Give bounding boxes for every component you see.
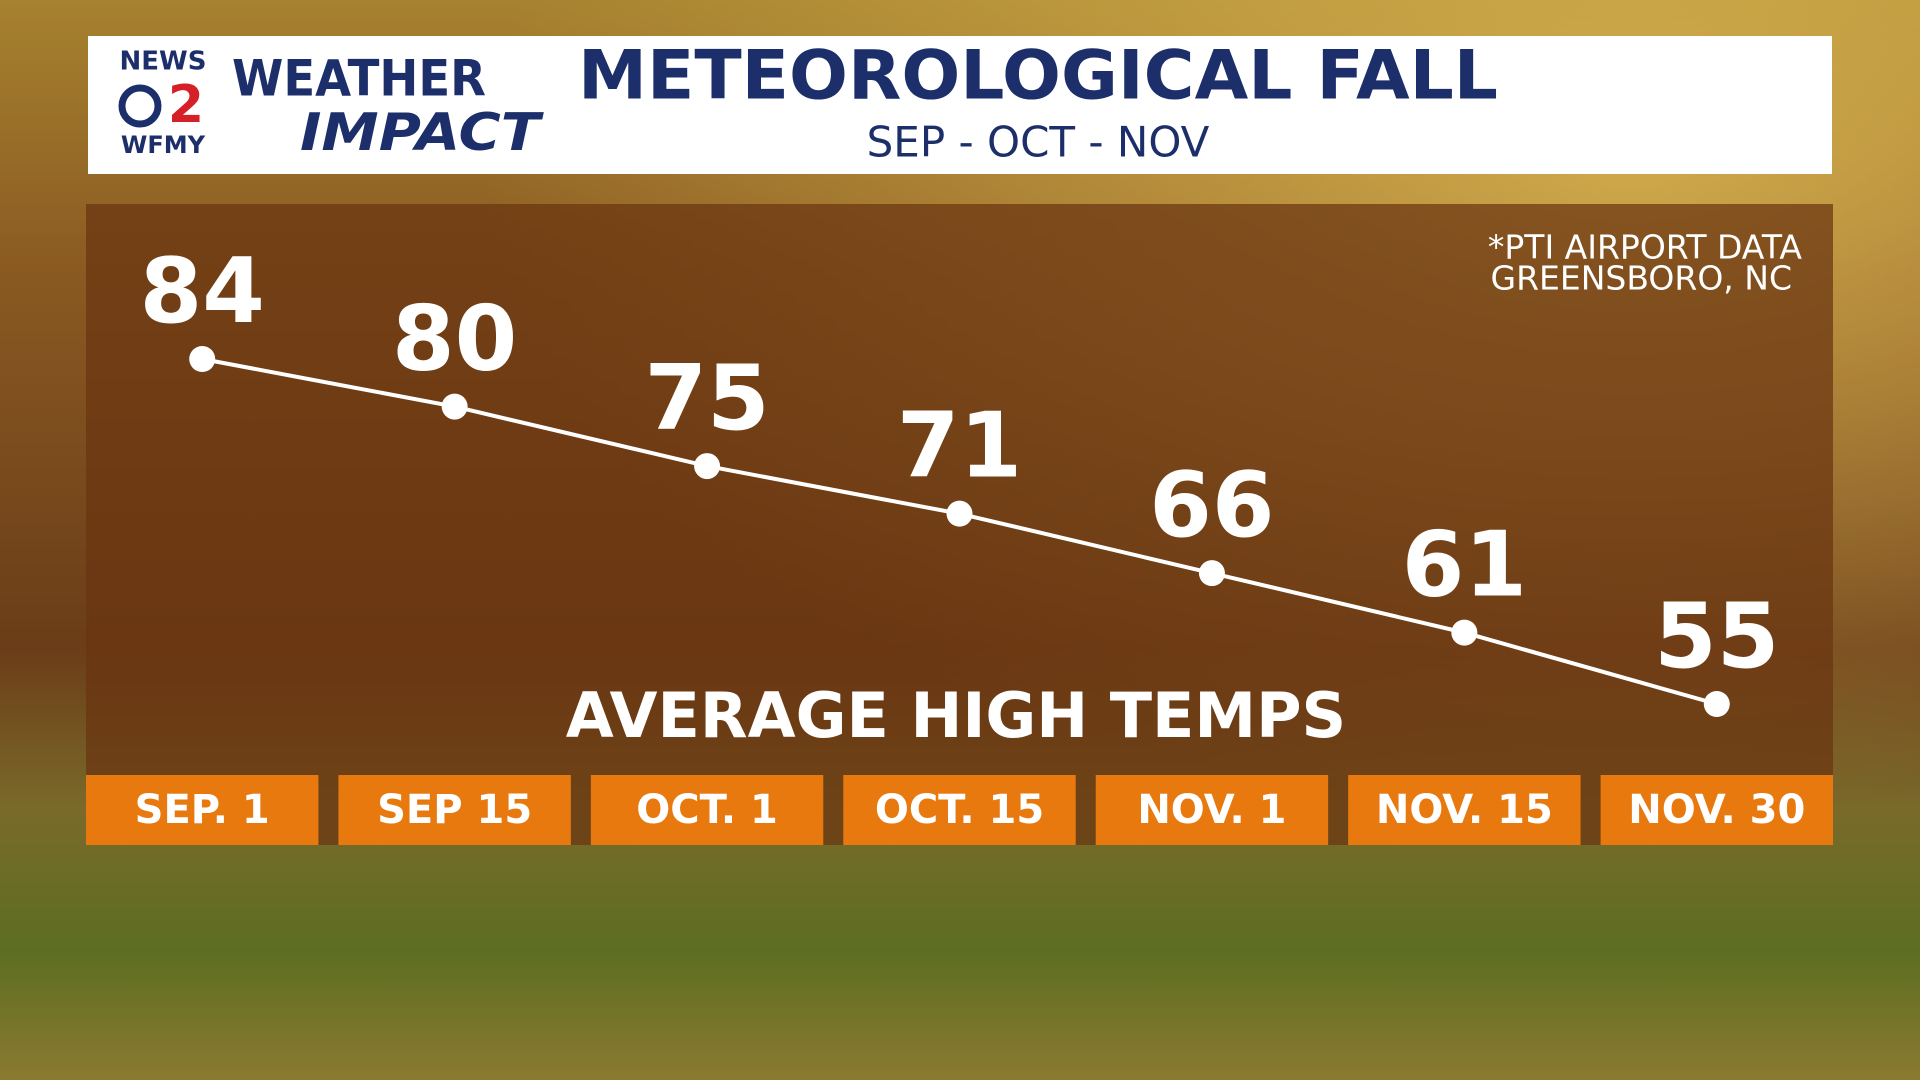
- x-tick-label: SEP 15: [377, 787, 532, 833]
- annotation: AVERAGE HIGH TEMPS: [566, 679, 1346, 752]
- category-box: [590, 775, 824, 845]
- logo-station: WFMY: [121, 131, 206, 159]
- logo-news: NEWS: [120, 47, 207, 77]
- data-point: [1703, 691, 1730, 717]
- value-label: 55: [1654, 584, 1779, 689]
- category-box: [86, 775, 319, 845]
- category-box: [338, 775, 571, 845]
- x-tick-label: NOV. 15: [1376, 787, 1553, 833]
- category-box: [1095, 775, 1329, 845]
- logo-number: 2: [168, 75, 204, 135]
- chart-subtitle: SEP - OCT - NOV: [867, 118, 1210, 167]
- x-tick-label: OCT. 1: [636, 787, 778, 833]
- logo: NEWS 2 WFMY WEATHER IMPACT: [118, 47, 544, 163]
- x-tick-label: NOV. 1: [1137, 787, 1286, 833]
- data-point: [1451, 619, 1478, 646]
- category-box: [1348, 775, 1581, 845]
- logo-impact: IMPACT: [300, 103, 544, 163]
- logo-weather: WEATHER: [232, 50, 486, 108]
- note-line: *PTI AIRPORT DATA: [1488, 228, 1803, 267]
- data-point: [189, 346, 216, 372]
- x-tick-label: OCT. 15: [875, 787, 1044, 833]
- value-label: 61: [1402, 513, 1527, 618]
- chart-title: METEOROLOGICAL FALL: [578, 37, 1498, 116]
- logo-eye: [118, 84, 162, 128]
- data-point: [694, 453, 721, 480]
- category-box: [1600, 775, 1833, 845]
- note-line: GREENSBORO, NC: [1491, 259, 1792, 298]
- value-label: 66: [1149, 453, 1274, 558]
- data-point: [441, 393, 468, 420]
- category-box: [843, 775, 1076, 845]
- value-label: 71: [897, 394, 1022, 499]
- data-point: [946, 500, 973, 527]
- x-tick-label: SEP. 1: [135, 787, 270, 833]
- header-bar: [88, 36, 1832, 174]
- value-label: 75: [644, 346, 769, 451]
- x-tick-label: NOV. 30: [1628, 787, 1805, 833]
- value-label: 80: [392, 286, 517, 391]
- value-label: 84: [140, 239, 265, 344]
- data-point: [1198, 560, 1225, 587]
